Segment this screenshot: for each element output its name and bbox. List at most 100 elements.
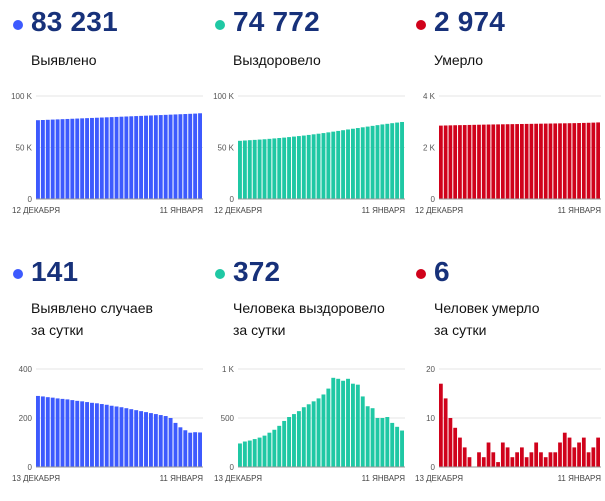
x-label-start: 13 ДЕКАБРЯ — [12, 474, 60, 483]
legend-dot — [13, 20, 23, 30]
bar — [548, 123, 553, 199]
bar — [267, 432, 272, 467]
bar — [346, 378, 350, 467]
bar — [65, 118, 70, 199]
y-tick-label: 100 K — [213, 92, 235, 101]
bar — [439, 383, 443, 467]
bar — [75, 400, 80, 467]
bar — [355, 384, 360, 467]
y-tick-label: 10 — [426, 414, 435, 423]
y-tick-label: 0 — [28, 195, 33, 204]
bar — [104, 117, 109, 199]
bar — [395, 122, 400, 199]
bar — [326, 132, 331, 199]
y-tick-label: 50 K — [218, 144, 235, 153]
bar — [272, 138, 277, 199]
bar — [591, 447, 596, 467]
bar — [346, 129, 350, 199]
bar — [153, 414, 158, 467]
bar — [331, 377, 336, 467]
bar — [375, 418, 380, 467]
bar — [173, 114, 178, 199]
bar — [252, 439, 257, 467]
bar — [360, 127, 365, 199]
bar — [183, 114, 188, 199]
bar — [104, 404, 109, 467]
y-tick-label: 200 — [19, 414, 33, 423]
bar — [586, 122, 591, 199]
bar — [85, 118, 90, 199]
bar — [472, 124, 477, 199]
x-label-end: 11 ЯНВАРЯ — [558, 206, 602, 215]
y-tick-label: 0 — [230, 195, 235, 204]
bar — [321, 394, 326, 467]
y-tick-label: 0 — [431, 463, 436, 472]
x-label-start: 13 ДЕКАБРЯ — [214, 474, 262, 483]
bar — [99, 117, 104, 199]
panel-recovered: 74 772 Выздоровело 0 50 K 100 K 12 ДЕКАБРЯ 1… — [212, 0, 407, 245]
bar — [558, 442, 562, 467]
bar — [45, 397, 50, 467]
daily-deaths-value: 6 — [434, 256, 450, 287]
bar — [553, 123, 558, 199]
bar — [462, 125, 467, 199]
daily-recovered-label-1: Человека выздоровело — [233, 300, 385, 316]
bar — [109, 405, 114, 467]
detected-total: 83 231 — [31, 6, 118, 37]
daily-detected-label-2: за сутки — [31, 322, 84, 338]
bar — [380, 418, 385, 467]
bar — [510, 124, 515, 199]
bar — [481, 124, 486, 199]
bar — [500, 442, 505, 467]
bar — [178, 114, 183, 199]
bar — [548, 452, 553, 467]
bar — [341, 130, 346, 199]
bar — [55, 398, 60, 467]
bar — [90, 402, 94, 467]
daily-detected-value: 141 — [31, 256, 79, 287]
y-tick-label: 500 — [221, 414, 235, 423]
bar — [238, 443, 242, 467]
bar — [553, 452, 558, 467]
y-tick-label: 2 K — [423, 144, 436, 153]
bar — [581, 122, 586, 199]
y-tick-label: 0 — [230, 463, 235, 472]
y-tick-label: 50 K — [16, 144, 33, 153]
bar — [591, 122, 596, 199]
bar — [360, 396, 365, 467]
bar — [524, 457, 529, 467]
bar — [94, 403, 99, 467]
bar — [45, 119, 50, 199]
bar — [144, 115, 148, 199]
bar — [287, 417, 292, 467]
daily-deaths-label-1: Человек умерло — [434, 300, 540, 316]
bar — [543, 123, 548, 199]
bar — [282, 420, 287, 467]
bar — [336, 378, 341, 467]
bar — [365, 406, 370, 467]
bar — [50, 119, 55, 199]
deaths-chart: 0 2 K 4 K 12 ДЕКАБРЯ 11 ЯНВАРЯ — [415, 92, 602, 215]
bar — [534, 442, 539, 467]
bar — [292, 414, 296, 467]
bar — [198, 113, 202, 199]
bar — [36, 395, 40, 467]
bar — [370, 125, 375, 199]
bar — [311, 134, 316, 199]
bar — [70, 400, 75, 467]
bar — [467, 124, 472, 199]
y-tick-label: 0 — [431, 195, 436, 204]
legend-dot — [215, 269, 225, 279]
y-tick-label: 20 — [426, 365, 435, 374]
y-tick-label: 100 K — [11, 92, 33, 101]
bar — [375, 125, 380, 199]
bar — [99, 404, 104, 467]
x-label-end: 11 ЯНВАРЯ — [362, 206, 406, 215]
bar — [505, 447, 510, 467]
bar — [380, 124, 385, 199]
bar — [247, 440, 252, 467]
bar — [543, 457, 548, 467]
bar — [94, 117, 99, 199]
bar — [336, 130, 341, 199]
bar — [467, 457, 472, 467]
